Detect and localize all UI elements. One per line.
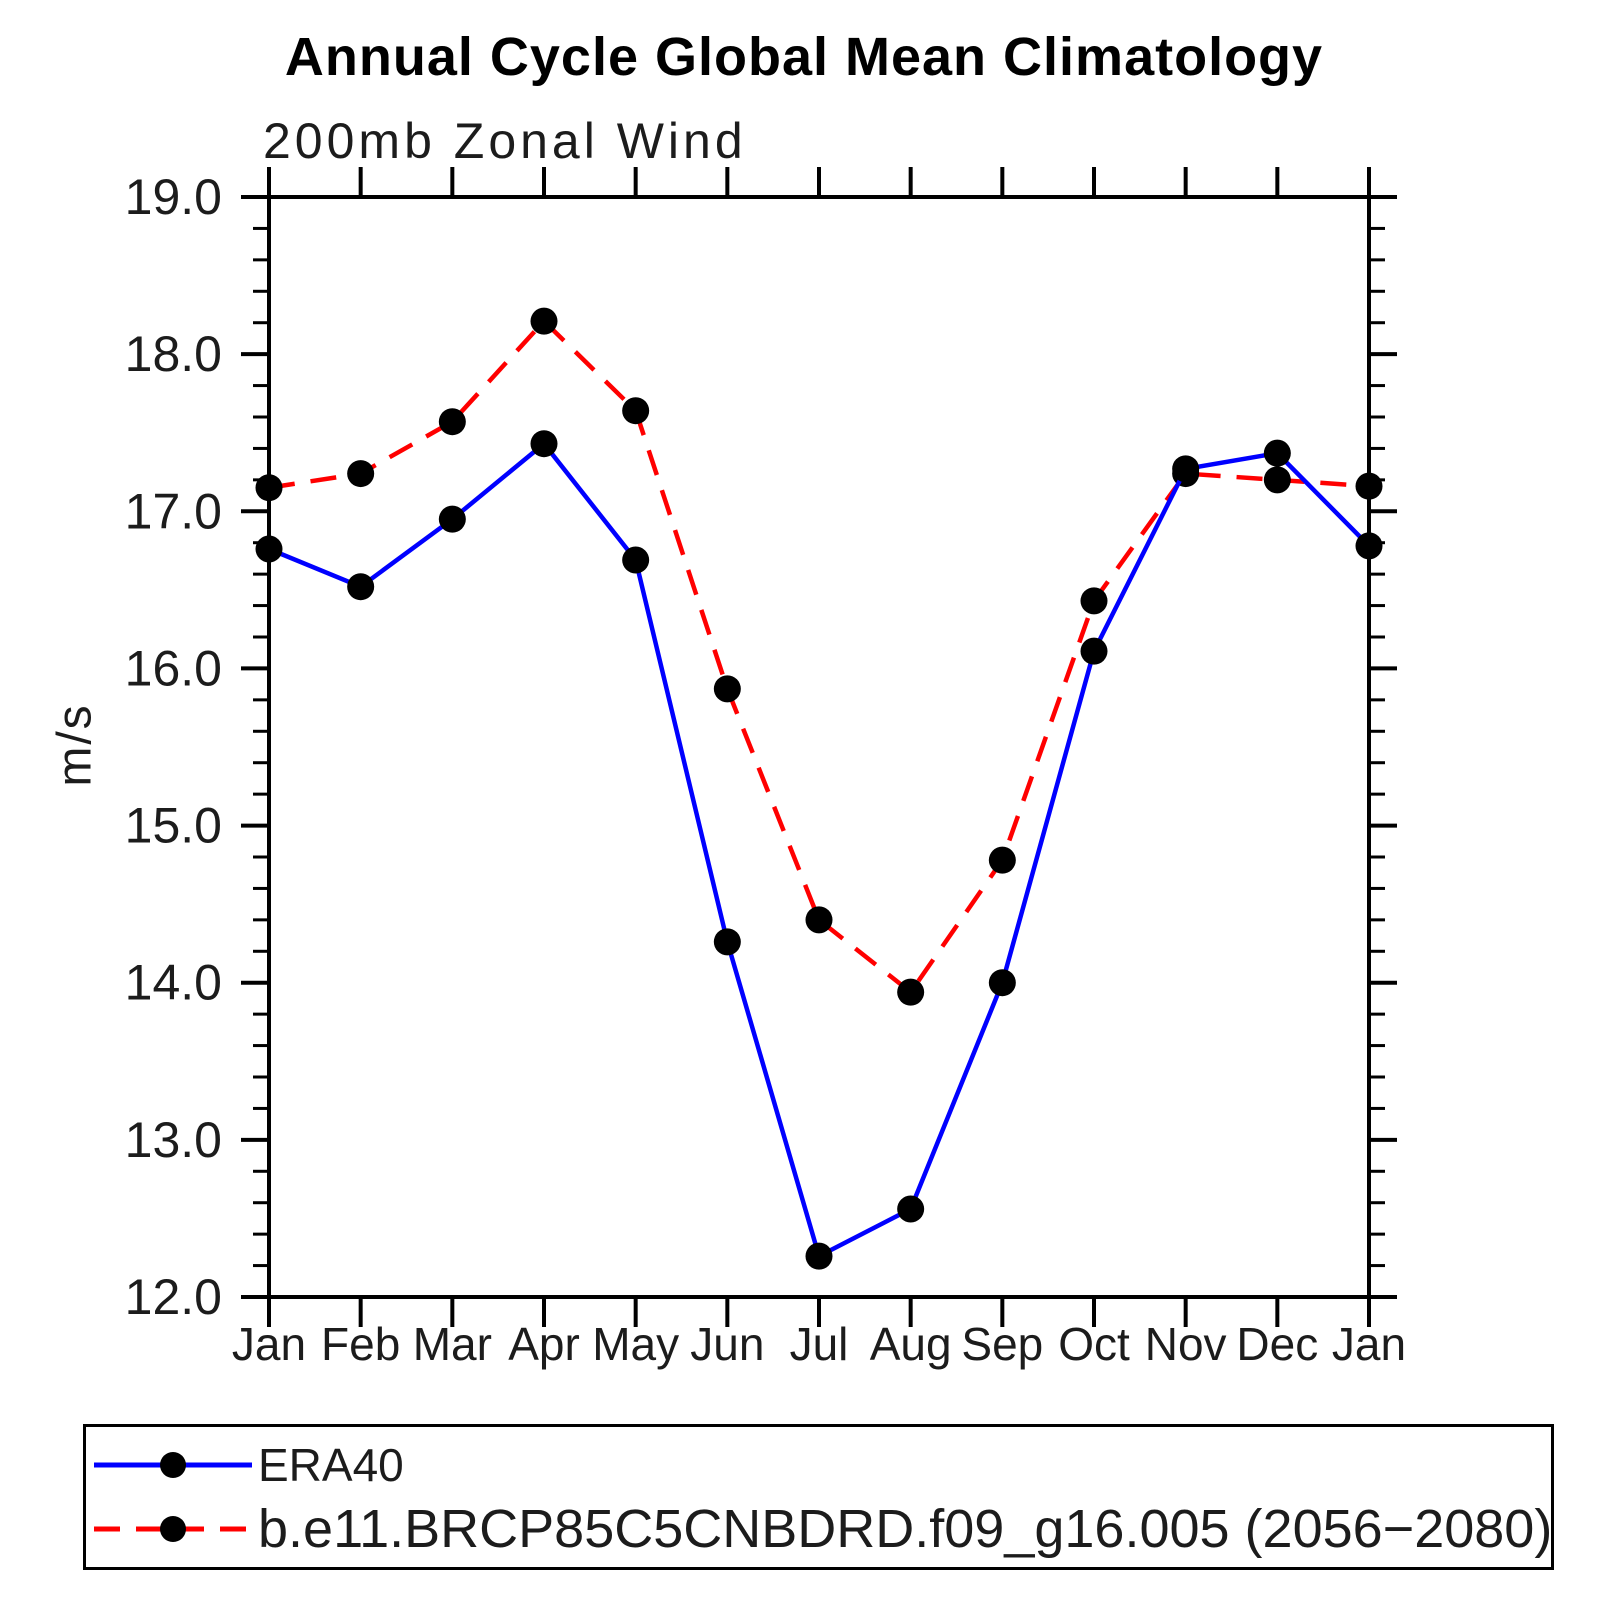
legend-label-model: b.e11.BRCP85C5CNBDRD.f09_g16.005 (2056−2… bbox=[258, 1499, 1553, 1559]
data-point-marker bbox=[988, 969, 1016, 997]
chart-title: Annual Cycle Global Mean Climatology bbox=[284, 27, 1324, 87]
x-tick-label: Sep bbox=[961, 1318, 1043, 1370]
x-tick-label: Feb bbox=[321, 1318, 400, 1370]
legend-swatch-model bbox=[94, 1516, 252, 1542]
data-point-marker bbox=[255, 474, 283, 502]
x-tick-label: Dec bbox=[1236, 1318, 1318, 1370]
data-point-marker bbox=[713, 928, 741, 956]
data-point-marker bbox=[438, 505, 466, 533]
data-point-marker bbox=[347, 573, 375, 601]
legend-label-era40: ERA40 bbox=[258, 1439, 404, 1491]
x-tick-label: Nov bbox=[1145, 1318, 1227, 1370]
legend-item-era40: ERA40 bbox=[92, 1433, 404, 1497]
x-tick-label: Jan bbox=[1332, 1318, 1406, 1370]
series-line-model bbox=[268, 317, 1370, 996]
x-tick-label: Jan bbox=[232, 1318, 306, 1370]
chart-canvas: Jan Feb Mar Apr May Jun Jul Aug Sep Oct Nov Dec Jan1… bbox=[125, 167, 1406, 1370]
legend-item-model: b.e11.BRCP85C5CNBDRD.f09_g16.005 (2056−2… bbox=[92, 1497, 1552, 1561]
y-tick-label: 19.0 bbox=[125, 169, 222, 225]
data-point-marker bbox=[1355, 532, 1383, 560]
x-tick-label: Aug bbox=[870, 1318, 952, 1370]
y-tick-label: 18.0 bbox=[125, 326, 222, 382]
data-point-marker bbox=[1263, 466, 1291, 494]
data-point-marker bbox=[1355, 472, 1383, 500]
chart-subtitle: 200mb Zonal Wind bbox=[263, 113, 747, 169]
data-point-marker bbox=[897, 978, 925, 1006]
series-line-era40 bbox=[268, 440, 1371, 1260]
x-tick-label: Jul bbox=[790, 1318, 849, 1370]
data-point-marker bbox=[805, 1242, 833, 1270]
y-tick-label: 12.0 bbox=[125, 1269, 222, 1325]
data-point-marker bbox=[255, 535, 283, 563]
data-point-marker bbox=[530, 307, 558, 335]
data-point-marker bbox=[1172, 455, 1200, 483]
data-point-marker bbox=[988, 846, 1016, 874]
x-tick-label: Apr bbox=[508, 1318, 580, 1370]
legend-box: ERA40 b.e11.BRCP85C5CNBDRD.f09_g16.005 (… bbox=[83, 1424, 1554, 1570]
data-point-marker bbox=[1080, 587, 1108, 615]
legend-marker-icon bbox=[160, 1516, 186, 1542]
y-tick-label: 16.0 bbox=[125, 640, 222, 696]
x-tick-label: May bbox=[592, 1318, 679, 1370]
data-point-marker bbox=[713, 675, 741, 703]
x-tick-label: Mar bbox=[413, 1318, 492, 1370]
y-tick-label: 17.0 bbox=[125, 483, 222, 539]
x-tick-label: Jun bbox=[690, 1318, 764, 1370]
legend-swatch-era40 bbox=[94, 1452, 252, 1478]
y-tick-label: 14.0 bbox=[125, 955, 222, 1011]
legend-marker-icon bbox=[160, 1452, 186, 1478]
y-tick-label: 13.0 bbox=[125, 1112, 222, 1168]
data-point-marker bbox=[622, 546, 650, 574]
data-point-marker bbox=[622, 397, 650, 425]
x-tick-label: Oct bbox=[1058, 1318, 1130, 1370]
data-point-marker bbox=[347, 460, 375, 488]
y-tick-label: 15.0 bbox=[125, 798, 222, 854]
data-point-marker bbox=[530, 430, 558, 458]
data-point-marker bbox=[438, 408, 466, 436]
data-point-marker bbox=[897, 1195, 925, 1223]
plot-frame bbox=[267, 195, 1371, 1299]
data-point-marker bbox=[805, 906, 833, 934]
data-point-marker bbox=[1263, 439, 1291, 467]
data-point-marker bbox=[1080, 637, 1108, 665]
